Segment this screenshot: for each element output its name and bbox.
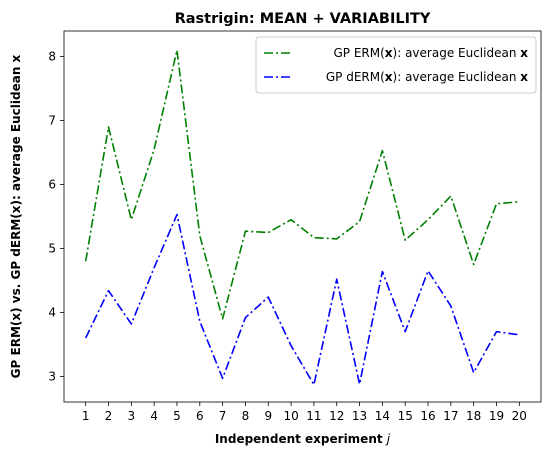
legend: GP ERM(x): average Euclidean xGP dERM(x)… — [255, 36, 537, 94]
x-tick-label: 7 — [219, 409, 227, 423]
y-tick-label: 4 — [48, 305, 56, 319]
x-tick-label: 12 — [329, 409, 344, 423]
y-tick-label: 7 — [48, 114, 56, 128]
y-tick-label: 5 — [48, 241, 56, 255]
x-tick-label: 9 — [264, 409, 272, 423]
x-tick-label: 3 — [128, 409, 136, 423]
y-tick-label: 6 — [48, 178, 56, 192]
x-tick-label: 15 — [398, 409, 413, 423]
x-axis-label-variable: j — [385, 432, 391, 446]
x-tick-label: 14 — [375, 409, 390, 423]
chart-title: Rastrigin: MEAN + VARIABILITY — [175, 11, 431, 27]
x-tick-label: 5 — [173, 409, 181, 423]
x-tick-label: 16 — [420, 409, 435, 423]
x-tick-label: 10 — [283, 409, 298, 423]
x-tick-label: 11 — [306, 409, 321, 423]
y-axis-label: GP ERM(x) vs. GP dERM(x): average Euclid… — [9, 54, 23, 378]
legend-label-part: ): average Euclidean — [393, 70, 521, 84]
x-tick-label: 18 — [466, 409, 481, 423]
legend-label: GP dERM(x): average Euclidean x — [326, 70, 528, 84]
x-tick-label: 8 — [242, 409, 250, 423]
series-layer — [84, 49, 520, 386]
legend-label-part: x — [385, 46, 393, 60]
legend-label-part: GP dERM( — [326, 70, 385, 84]
y-tick-label: 8 — [48, 50, 56, 64]
y-axis-ticks: 3 4 5 6 7 8 — [48, 50, 64, 383]
x-tick-label: 4 — [150, 409, 158, 423]
x-tick-label: 2 — [105, 409, 113, 423]
legend-label-part: x — [520, 46, 528, 60]
x-tick-label: 19 — [489, 409, 504, 423]
series-line-1 — [84, 49, 520, 320]
x-tick-label: 13 — [352, 409, 367, 423]
plot-frame — [63, 30, 542, 403]
x-tick-label: 1 — [82, 409, 90, 423]
legend-label-part: GP ERM( — [333, 46, 384, 60]
x-axis-ticks: 1 2 3 4 5 6 7 8 9 10 11 12 13 14 15 16 17 18 19 20 — [82, 402, 527, 423]
legend-label-part: ): average Euclidean — [393, 46, 521, 60]
legend-label-part: x — [385, 70, 393, 84]
legend-label-part: x — [520, 70, 528, 84]
legend-box — [255, 36, 537, 94]
x-axis-label: Independent experiment j — [215, 432, 391, 446]
x-axis-label-text: Independent experiment — [215, 432, 383, 446]
x-tick-label: 17 — [443, 409, 458, 423]
x-tick-label: 20 — [512, 409, 527, 423]
x-tick-label: 6 — [196, 409, 204, 423]
legend-label: GP ERM(x): average Euclidean x — [333, 46, 528, 60]
y-tick-label: 3 — [48, 369, 56, 383]
